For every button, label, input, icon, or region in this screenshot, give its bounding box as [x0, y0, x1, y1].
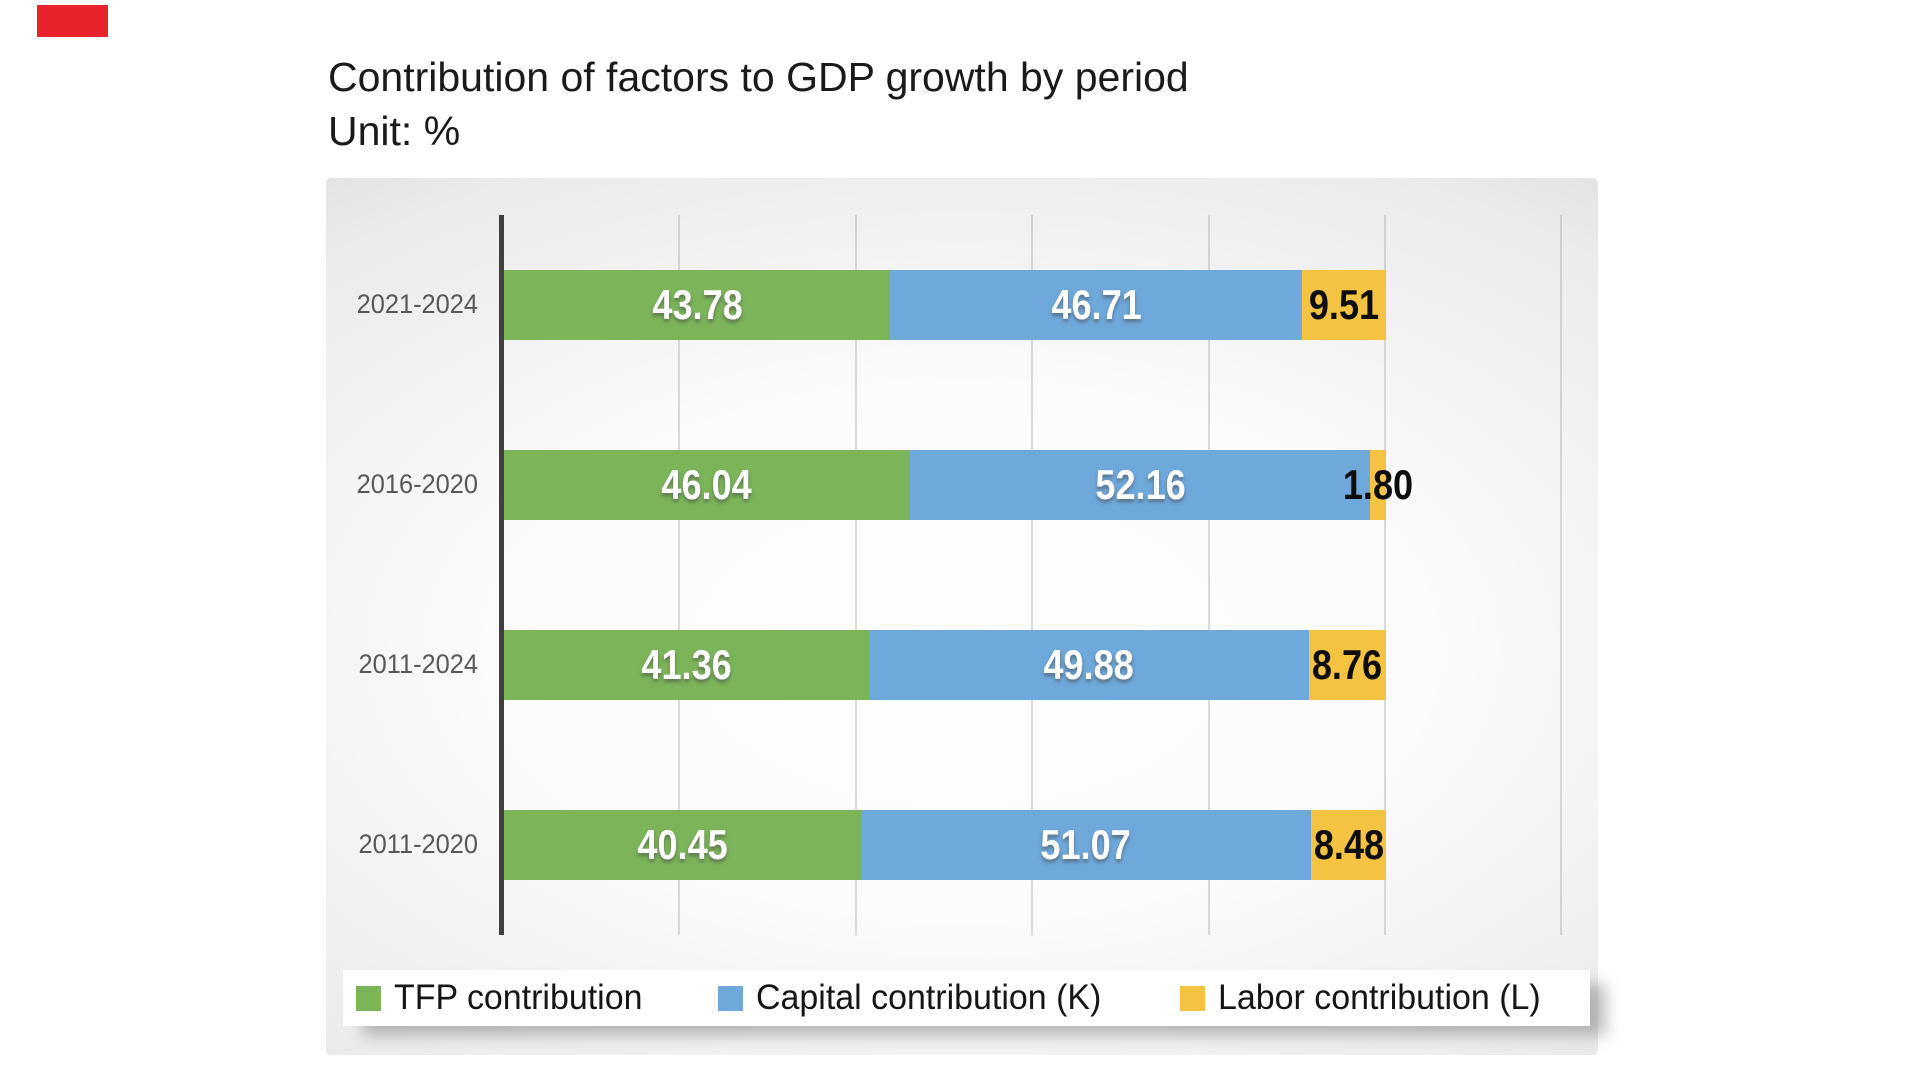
- title-block: Contribution of factors to GDP growth by…: [328, 50, 1189, 158]
- legend-item: Labor contribution (L): [1180, 970, 1551, 1026]
- bar-segment-capital: 46.71: [890, 270, 1303, 340]
- value-label: 49.88: [1043, 641, 1134, 688]
- legend-label: TFP contribution: [394, 978, 643, 1017]
- value-label: 46.71: [1050, 281, 1142, 328]
- bar-segment-capital: 49.88: [868, 630, 1309, 700]
- value-label: 40.45: [637, 821, 728, 868]
- bar-segment-labor: 1.80: [1343, 450, 1413, 520]
- gridline: [1560, 215, 1563, 935]
- value-label: 1.80: [1342, 461, 1414, 508]
- legend-label: Capital contribution (K): [756, 978, 1102, 1017]
- value-label: 9.51: [1308, 281, 1380, 328]
- legend-item: Capital contribution (K): [718, 970, 1112, 1026]
- bar-segment-labor: 8.48: [1311, 810, 1386, 880]
- chart-panel: 2021-2024 43.78 46.71 9.51 2016-2020 46.04 52.…: [326, 178, 1598, 1055]
- bar-row: 43.78 46.71 9.51: [504, 270, 1386, 340]
- bar-row: 46.04 52.16 1.80: [504, 450, 1413, 520]
- legend-marker: [1180, 985, 1205, 1011]
- legend-marker: [718, 985, 743, 1011]
- category-label: 2016-2020: [356, 469, 478, 499]
- value-label: 46.04: [661, 461, 753, 508]
- category-label: 2021-2024: [356, 289, 478, 319]
- value-label: 51.07: [1040, 821, 1132, 868]
- bar-segment-labor: 8.76: [1308, 630, 1386, 700]
- bar-segment-tfp: 41.36: [504, 630, 869, 700]
- chart-title: Contribution of factors to GDP growth by…: [328, 54, 1189, 100]
- value-label: 8.48: [1313, 821, 1384, 868]
- value-label: 41.36: [641, 641, 732, 688]
- legend: TFP contribution Capital contribution (K)…: [343, 970, 1590, 1026]
- bar-row: 41.36 49.88 8.76: [504, 630, 1386, 700]
- bar-segment-capital: 51.07: [860, 810, 1312, 880]
- gridline: [678, 215, 681, 935]
- bar-segment-tfp: 46.04: [504, 450, 911, 520]
- bar-segment-capital: 52.16: [910, 450, 1371, 520]
- bar-segment-tfp: 40.45: [504, 810, 861, 880]
- category-label: 2011-2020: [358, 829, 478, 859]
- legend-item: TFP contribution: [356, 970, 650, 1026]
- bar-segment-tfp: 43.78: [504, 270, 891, 340]
- value-label: 8.76: [1312, 641, 1383, 688]
- bar-row: 40.45 51.07 8.48: [504, 810, 1386, 880]
- unit-label: Unit: %: [328, 108, 461, 154]
- y-axis-line: [499, 215, 504, 935]
- value-label: 52.16: [1094, 461, 1186, 508]
- gridline: [854, 215, 857, 935]
- category-label: 2011-2024: [358, 649, 478, 679]
- bar-segment-labor: 9.51: [1302, 270, 1386, 340]
- legend-marker: [356, 985, 381, 1011]
- red-marker: [37, 5, 108, 37]
- legend-label: Labor contribution (L): [1218, 978, 1541, 1017]
- gridline: [1384, 215, 1386, 935]
- gridline: [1207, 215, 1210, 935]
- value-label: 43.78: [651, 281, 743, 328]
- gridline: [1031, 215, 1034, 935]
